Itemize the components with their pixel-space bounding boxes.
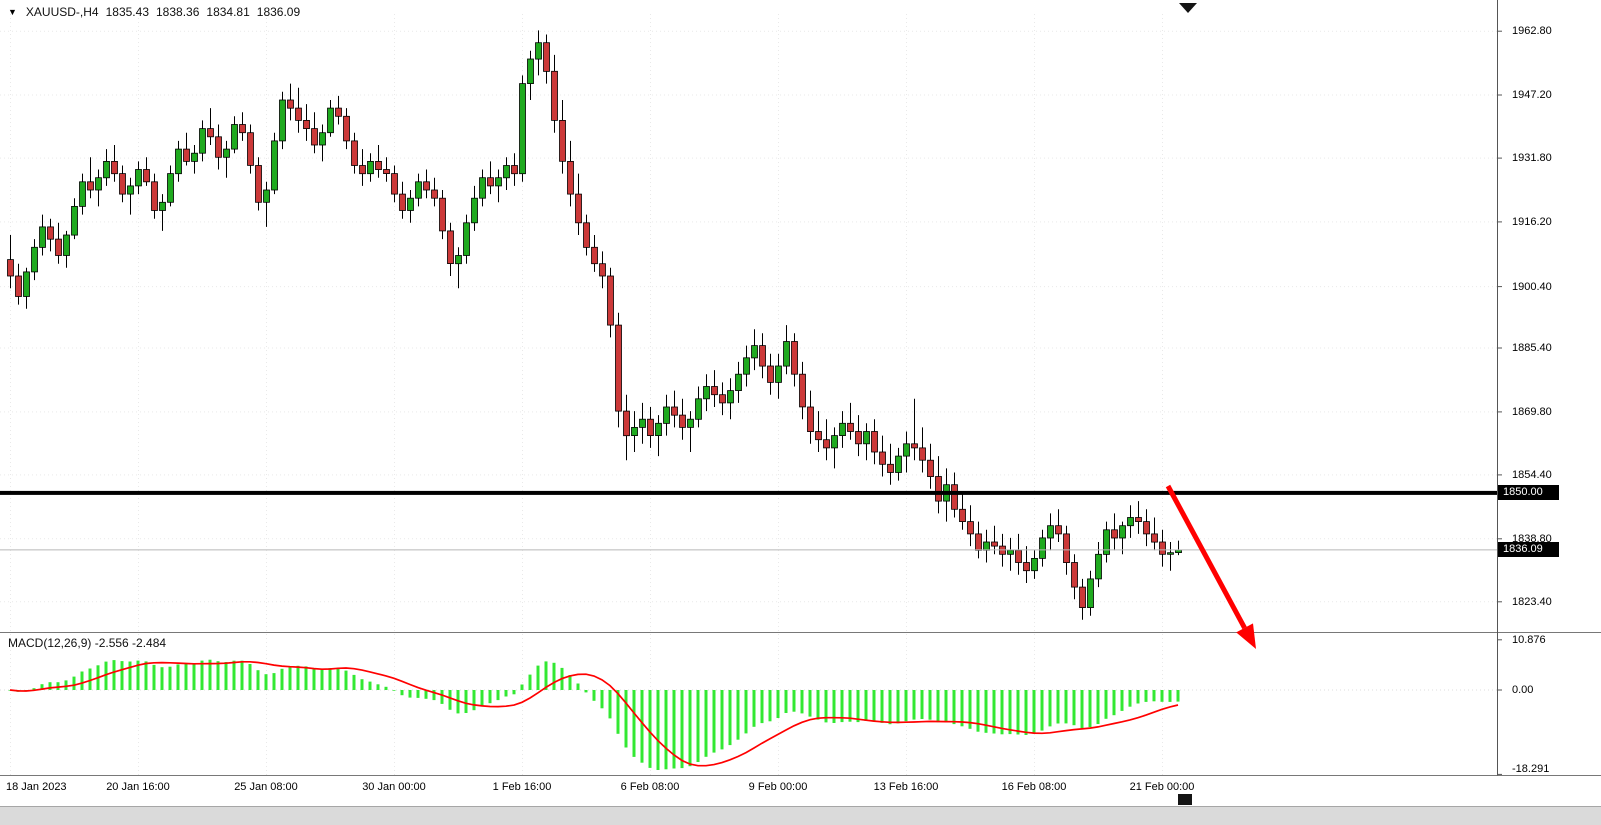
chart-shift-marker-icon[interactable] [1179,3,1197,13]
chart-title: ▼ XAUUSD-,H4 1835.43 1838.36 1834.81 183… [8,5,300,19]
price-axis-label: 1916.20 [1512,216,1552,228]
macd-axis-label: -18.291 [1512,763,1550,775]
price-axis-label: 1931.80 [1512,152,1552,164]
macd-indicator-label: MACD(12,26,9) -2.556 -2.484 [8,636,167,650]
price-axis-label: 1869.80 [1512,406,1552,418]
macd-axis-label: 0.00 [1512,684,1534,696]
price-axis-label: 1900.40 [1512,281,1552,293]
macd-axis-label: 10.876 [1512,634,1546,646]
ohlc-low: 1834.81 [206,5,250,19]
price-axis-label: 1885.40 [1512,342,1552,354]
price-axis-label: 1823.40 [1512,596,1552,608]
ohlc-high: 1838.36 [156,5,200,19]
current-price-tag: 1836.09 [1498,542,1559,557]
time-axis-label: 6 Feb 08:00 [620,781,680,793]
grid-layer [0,14,1497,776]
price-axis-label: 1962.80 [1512,25,1552,37]
panel-borders [0,0,1601,776]
time-axis-label: 21 Feb 00:00 [1129,781,1195,793]
bottom-scrollbar-strip[interactable] [0,806,1601,825]
time-axis-label: 18 Jan 2023 [6,781,67,793]
time-axis-label: 13 Feb 16:00 [873,781,939,793]
price-axis-label: 1854.40 [1512,469,1552,481]
ohlc-close: 1836.09 [256,5,301,19]
time-axis-label: 1 Feb 16:00 [492,781,552,793]
time-axis-label: 30 Jan 00:00 [362,781,426,793]
ohlc-open: 1835.43 [105,5,149,19]
hline-price-tag: 1850.00 [1498,485,1559,500]
time-axis-label: 9 Feb 00:00 [748,781,808,793]
time-axis-label: 20 Jan 16:00 [106,781,170,793]
one-click-trading-icon[interactable]: ▼ [8,7,17,17]
symbol-period-label: XAUUSD-,H4 [25,5,99,19]
horizontal-line-1850[interactable] [0,490,1497,495]
scroll-position-marker [1178,794,1192,805]
macd-signal-line [9,660,1179,767]
candles-layer [7,30,1182,620]
price-axis-label: 1947.20 [1512,89,1552,101]
arrow-annotation[interactable] [1165,484,1256,649]
time-axis-label: 16 Feb 08:00 [1001,781,1067,793]
time-axis-label: 25 Jan 08:00 [234,781,298,793]
macd-histogram [8,659,1180,770]
